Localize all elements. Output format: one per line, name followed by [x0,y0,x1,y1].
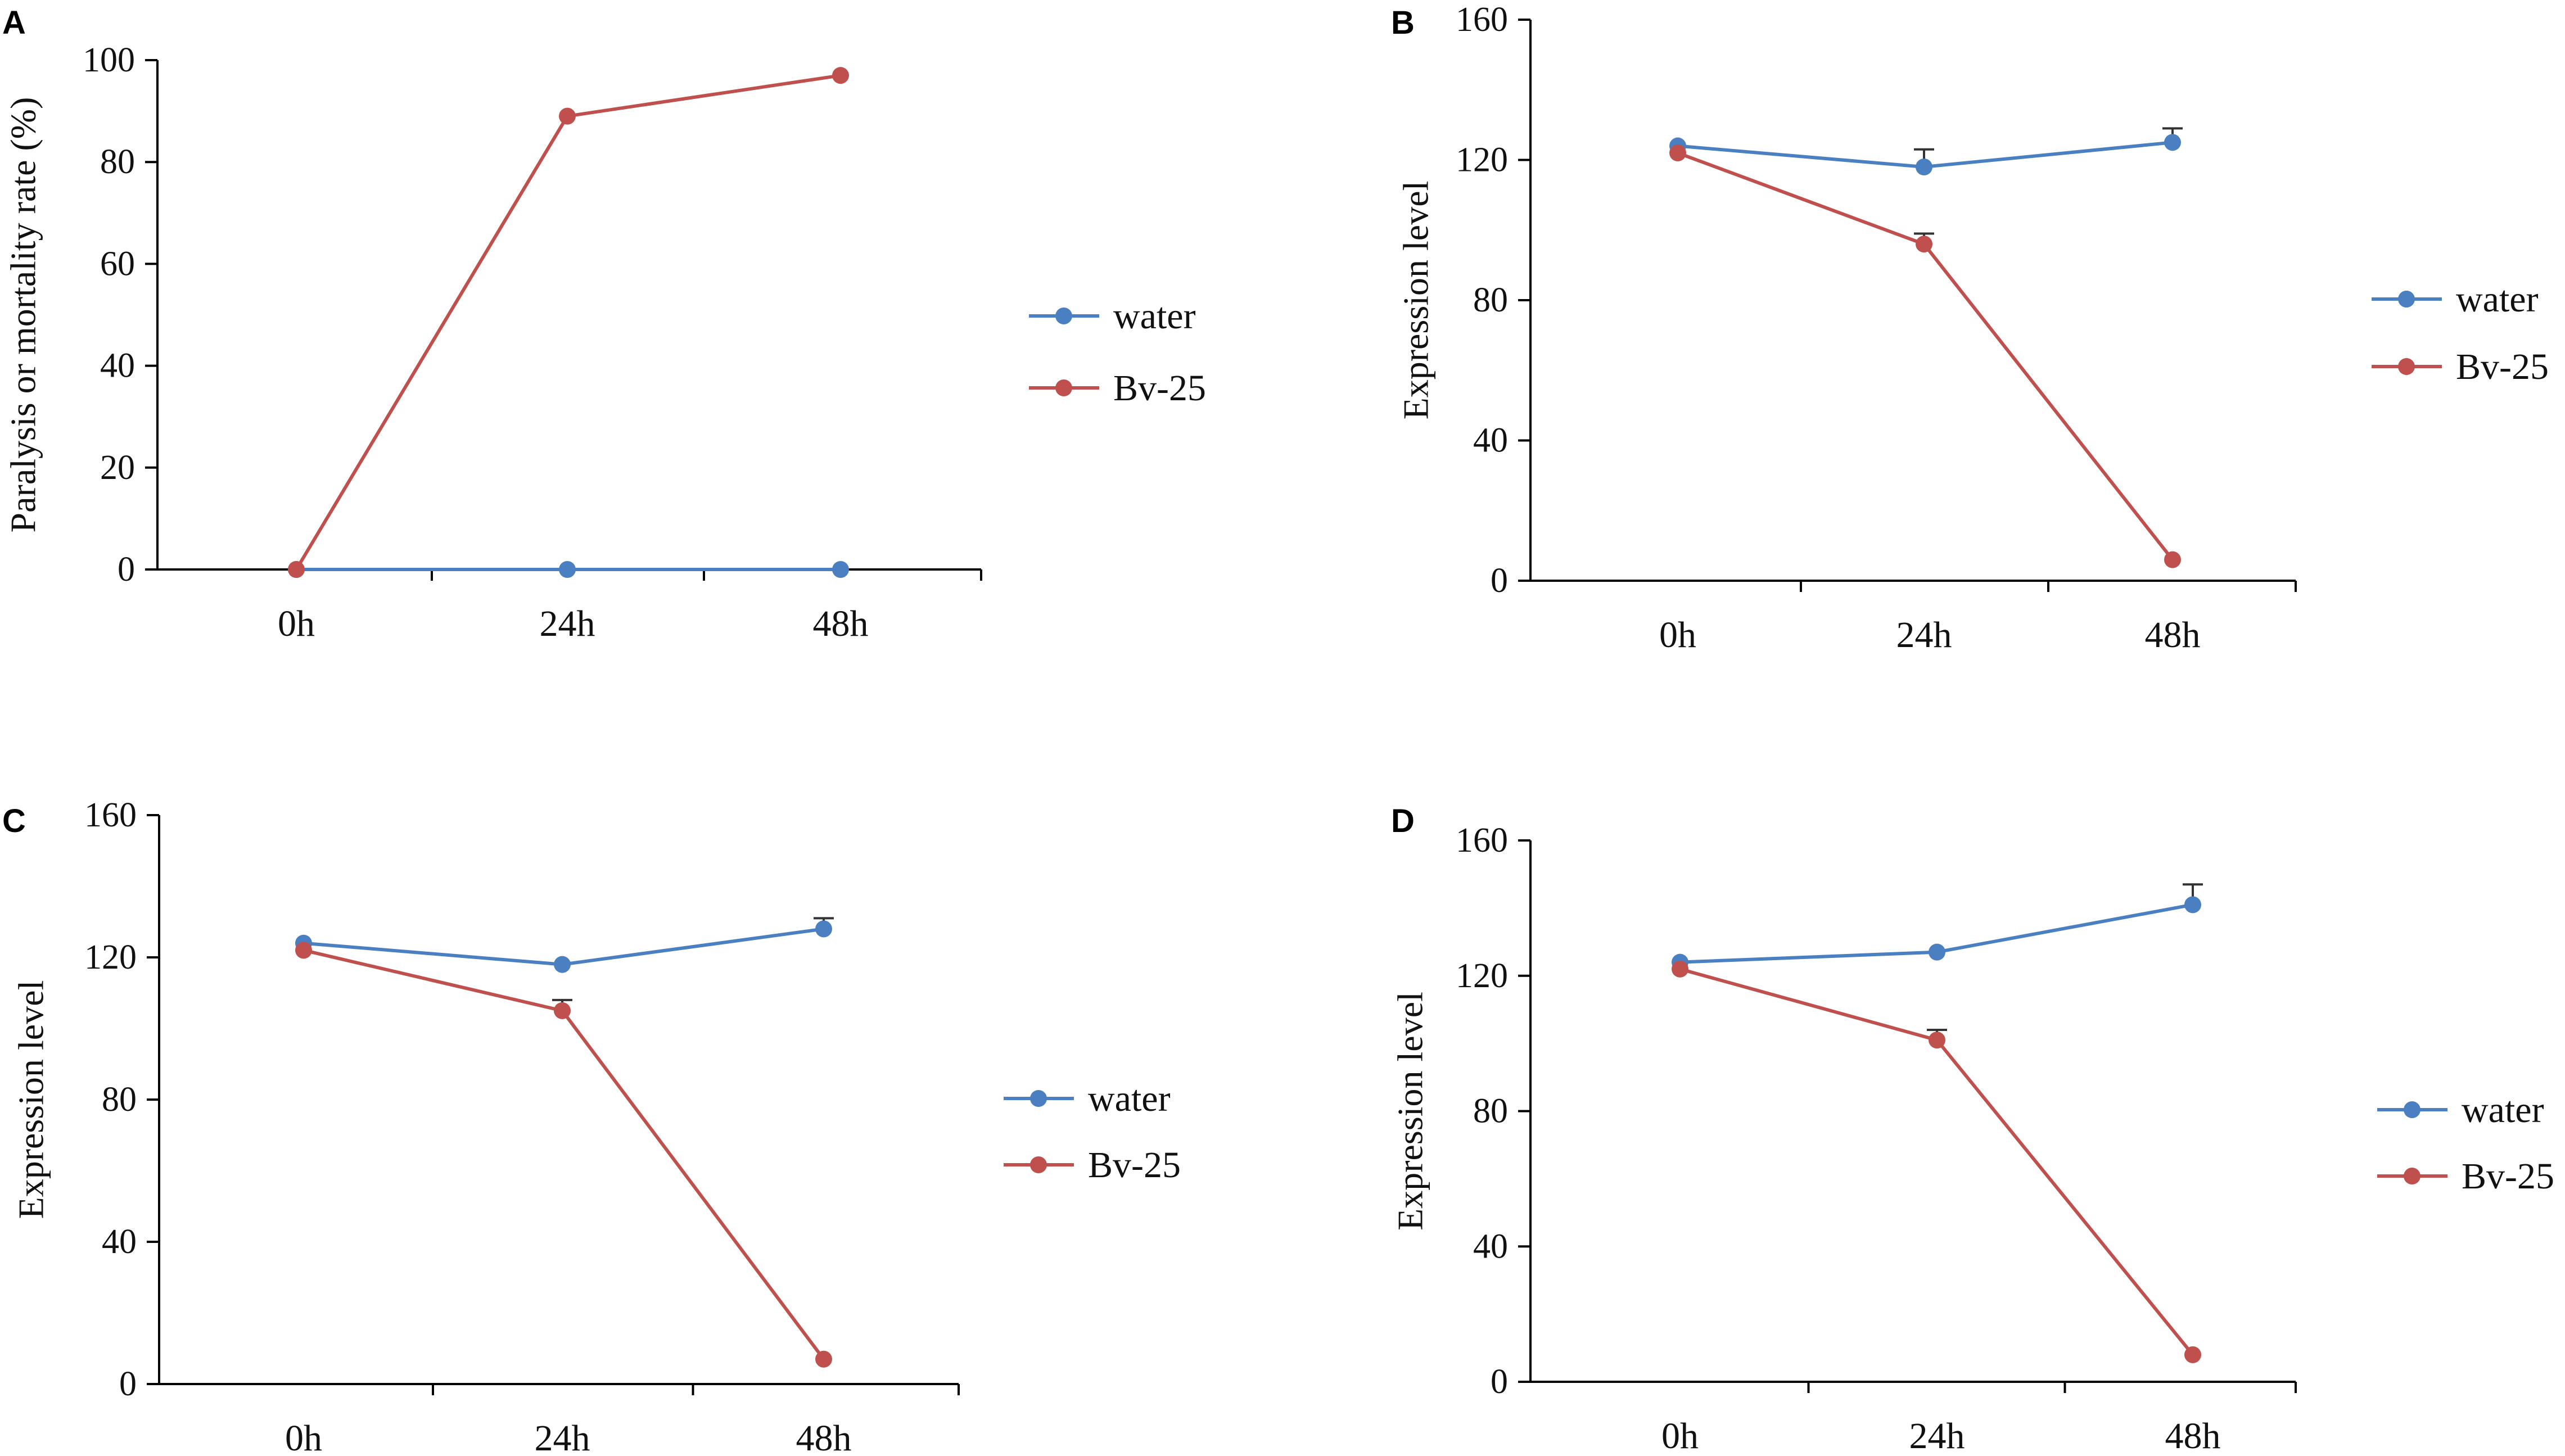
legend-label-water: water [1113,296,1196,337]
y-tick-label: 80 [1473,1092,1508,1131]
y-axis-label: Expression level [1390,992,1430,1231]
legend-label-water: water [2462,1089,2544,1131]
x-tick-label: 24h [1909,1416,1965,1456]
x-tick-label: 48h [796,1418,852,1456]
y-tick-label: 20 [100,449,135,487]
data-point-water [815,920,832,938]
chart-panel-d: D 0 40 80 120 160 0h 24h 48h Expression level wate… [1390,803,2554,1456]
data-point-water [2184,896,2201,914]
chart-panel-c: C 0 40 80 120 160 0h 24h 48h Expression level wate… [2,796,1181,1456]
data-point-bv25 [1669,144,1686,162]
legend-marker-bv25 [2398,358,2415,375]
y-tick-label: 160 [84,796,137,834]
legend-marker-water [2404,1101,2421,1118]
x-tick-label: 0h [1659,614,1696,655]
y-tick-label: 0 [118,550,135,589]
y-tick-label: 40 [1473,422,1508,460]
data-point-water [2164,134,2181,151]
x-tick-label: 0h [285,1418,322,1456]
data-point-water [559,561,576,578]
y-axis-label: Paralysis or mortality rate (%) [3,97,43,533]
data-point-water [554,956,571,973]
legend-label-water: water [2456,279,2539,320]
data-point-bv25 [288,561,305,578]
legend-marker-bv25 [2404,1168,2421,1184]
y-tick-label: 0 [119,1365,137,1403]
y-axis-label: Expression level [1396,181,1436,420]
y-tick-label: 80 [100,143,135,181]
data-point-bv25 [2164,551,2181,568]
chart-panel-b: B 0 40 80 120 160 0h 24h 48h Expression level wate… [1391,1,2549,655]
series-line-bv25 [295,74,841,571]
y-tick-label: 160 [1456,821,1508,860]
data-point-bv25 [554,1002,571,1019]
y-axis-label: Expression level [11,980,51,1219]
x-tick-label: 48h [2145,614,2201,655]
x-tick-label: 24h [540,603,595,644]
legend-marker-bv25 [1055,379,1072,396]
data-point-bv25 [559,107,576,125]
data-point-water [1916,158,1932,175]
panel-letter: C [2,803,26,839]
data-point-bv25 [815,1350,832,1368]
y-tick-label: 100 [83,41,135,79]
legend-label-water: water [1088,1078,1171,1119]
data-point-bv25 [1672,960,1688,978]
legend-marker-bv25 [1030,1156,1047,1173]
data-point-bv25 [832,67,849,84]
y-tick-label: 120 [84,938,137,976]
y-tick-label: 80 [102,1080,137,1119]
data-point-bv25 [1929,1032,1945,1049]
y-tick-label: 40 [100,347,135,385]
series-line-bv25 [1679,967,2194,1356]
panel-letter: D [1391,803,1415,839]
x-tick-label: 0h [1661,1416,1699,1456]
legend-marker-water [2398,291,2415,308]
legend-label-bv25: Bv-25 [2456,346,2549,387]
chart-panel-a: A 0 20 40 60 80 100 0h 24h 48h Paralysis or mortal… [2,4,1206,644]
data-point-bv25 [2184,1346,2201,1363]
y-tick-label: 80 [1473,281,1508,319]
y-tick-label: 40 [102,1223,137,1261]
x-tick-label: 24h [1896,614,1952,655]
y-tick-label: 120 [1456,141,1508,179]
x-tick-label: 48h [2165,1416,2221,1456]
legend-marker-water [1055,308,1072,324]
legend-label-bv25: Bv-25 [1113,368,1206,409]
panel-letter: B [1391,4,1415,41]
y-tick-label: 160 [1456,1,1508,39]
panel-letter: A [2,4,26,41]
series-line-bv25 [1677,151,2174,561]
y-tick-label: 60 [100,245,135,283]
data-point-bv25 [295,942,312,959]
y-tick-label: 120 [1456,957,1508,995]
legend-label-bv25: Bv-25 [1088,1145,1181,1186]
y-tick-label: 0 [1491,562,1508,600]
legend-label-bv25: Bv-25 [2462,1156,2554,1197]
y-tick-label: 0 [1491,1363,1508,1401]
y-tick-label: 40 [1473,1227,1508,1265]
x-tick-label: 48h [813,603,869,644]
data-point-water [832,561,849,578]
x-tick-label: 0h [278,603,315,644]
data-point-water [1929,943,1945,961]
x-tick-label: 24h [535,1418,590,1456]
legend-marker-water [1030,1090,1047,1107]
data-point-bv25 [1916,236,1932,253]
